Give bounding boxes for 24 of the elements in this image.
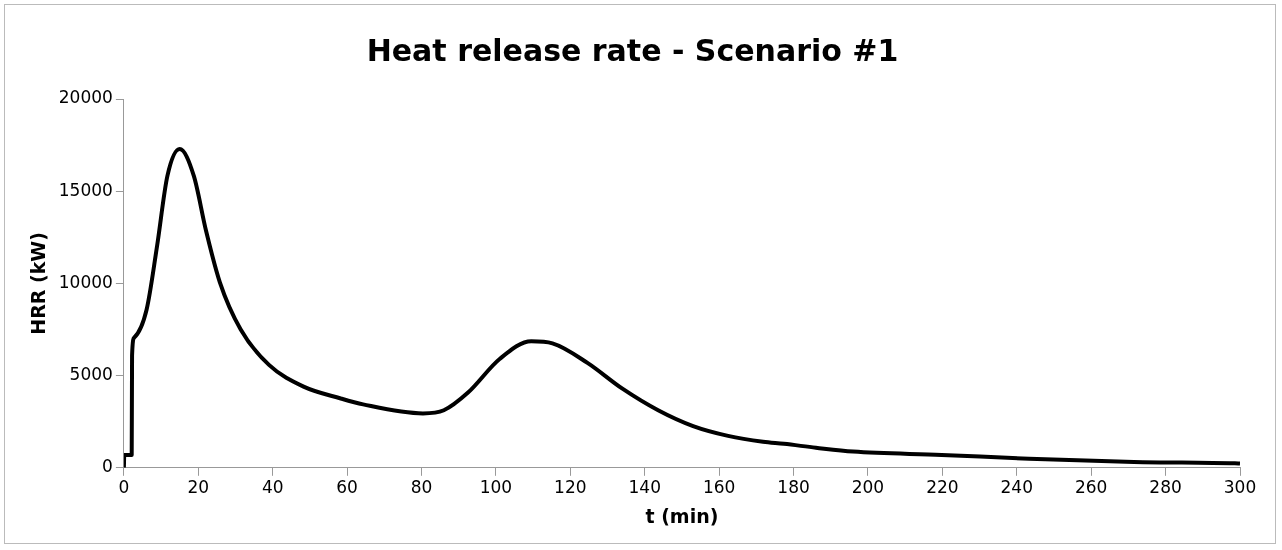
x-axis-title: t (min) [645, 504, 719, 527]
x-tick-label: 180 [777, 477, 810, 498]
y-axis-title: HRR (kW) [27, 232, 50, 335]
x-tick-label: 100 [479, 477, 513, 498]
x-tick-label: 240 [1000, 477, 1033, 498]
x-tick-label: 140 [628, 477, 661, 498]
x-tick-label: 280 [1149, 477, 1182, 498]
y-tick-label: 5000 [69, 364, 113, 385]
x-tick-label: 80 [410, 477, 433, 498]
y-tick-label: 0 [102, 456, 113, 477]
x-tick-label: 260 [1074, 477, 1108, 498]
y-tick-label: 15000 [58, 179, 113, 200]
x-tick-label: 60 [336, 477, 358, 498]
x-tick-label: 0 [118, 477, 130, 498]
y-tick-label: 20000 [58, 87, 113, 108]
chart-title: Heat release rate - Scenario #1 [366, 32, 899, 68]
x-tick-label: 120 [554, 477, 587, 498]
y-tick-label: 10000 [58, 271, 113, 292]
x-tick-label: 300 [1223, 477, 1257, 498]
x-tick-label: 200 [851, 477, 885, 498]
x-tick-label: 20 [187, 477, 210, 498]
x-tick-label: 160 [702, 477, 736, 498]
x-tick-label: 40 [261, 477, 284, 498]
x-tick-label: 220 [926, 477, 959, 498]
